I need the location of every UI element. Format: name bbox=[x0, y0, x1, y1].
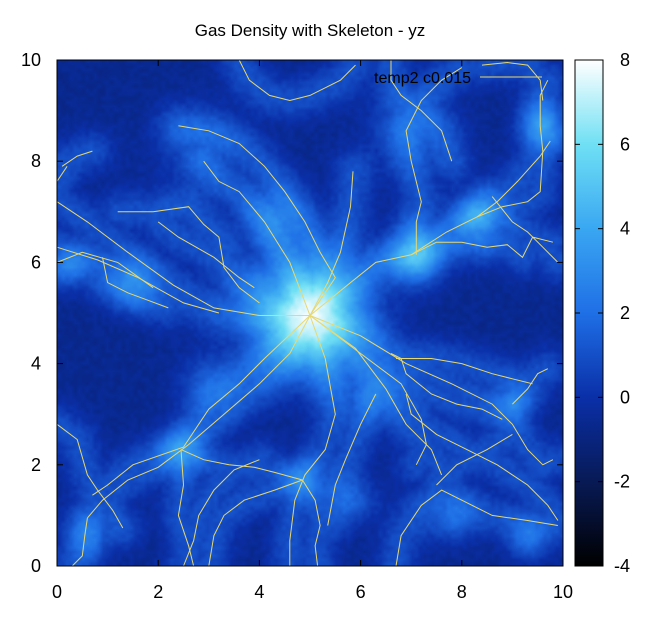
colorbar-tick-label: 4 bbox=[620, 219, 630, 239]
skeleton-filament bbox=[390, 353, 503, 420]
colorbar-tick-label: 2 bbox=[620, 303, 630, 323]
skeleton-filament bbox=[289, 315, 336, 566]
skeleton-filament bbox=[56, 251, 154, 289]
skeleton-filament bbox=[491, 196, 559, 263]
chart-title: Gas Density with Skeleton - yz bbox=[195, 21, 426, 40]
skeleton-filament bbox=[177, 449, 195, 567]
skeleton-filament bbox=[92, 315, 311, 496]
skeleton-filament bbox=[180, 449, 303, 481]
x-tick-label: 0 bbox=[52, 582, 62, 602]
x-tick-label: 4 bbox=[254, 582, 264, 602]
colorbar-tick-label: -2 bbox=[614, 472, 630, 492]
skeleton-filament bbox=[183, 459, 260, 567]
skeleton-series bbox=[56, 59, 559, 567]
skeleton-filament bbox=[309, 171, 354, 316]
skeleton-filament bbox=[396, 358, 533, 385]
legend: temp2 c0.015 bbox=[374, 70, 542, 87]
skeleton-filament bbox=[327, 393, 377, 526]
y-tick-label: 8 bbox=[31, 151, 41, 171]
skeleton-filament bbox=[476, 79, 549, 218]
skeleton-filament bbox=[301, 479, 321, 567]
y-tick-label: 4 bbox=[31, 354, 41, 374]
skeleton-filament bbox=[436, 433, 513, 486]
skeleton-filament bbox=[309, 315, 443, 476]
skeleton-filament bbox=[395, 489, 558, 567]
x-tick-label: 10 bbox=[553, 582, 573, 602]
skeleton-filament bbox=[208, 479, 303, 567]
plot-frame bbox=[56, 59, 564, 567]
colorbar-tick-label: 6 bbox=[620, 134, 630, 154]
skeleton-filament bbox=[71, 517, 88, 567]
skeleton-filament bbox=[61, 150, 93, 167]
colorbar-tick-label: 0 bbox=[620, 387, 630, 407]
heatmap-image bbox=[57, 60, 563, 566]
skeleton-filament bbox=[87, 315, 311, 519]
skeleton-filament bbox=[178, 125, 336, 316]
skeleton-filament bbox=[203, 160, 311, 316]
skeleton-filament bbox=[309, 315, 554, 466]
y-axis: 0 2 4 6 8 10 bbox=[21, 50, 563, 576]
skeleton-filament bbox=[56, 423, 124, 529]
x-tick-label: 8 bbox=[457, 582, 467, 602]
skeleton-filament bbox=[117, 206, 260, 304]
skeleton-filament bbox=[405, 67, 463, 255]
legend-label: temp2 c0.015 bbox=[374, 70, 471, 87]
y-tick-label: 2 bbox=[31, 455, 41, 475]
skeleton-filament bbox=[309, 140, 551, 316]
y-tick-label: 0 bbox=[31, 556, 41, 576]
y-tick-label: 10 bbox=[21, 50, 41, 70]
skeleton-filament bbox=[405, 393, 559, 521]
skeleton-filament bbox=[309, 315, 427, 466]
colorbar-tick-label: -4 bbox=[614, 556, 630, 576]
skeleton-filament bbox=[56, 201, 310, 316]
colorbar-axis: -4 -2 0 2 4 6 8 bbox=[575, 50, 630, 576]
x-tick-label: 6 bbox=[356, 582, 366, 602]
y-tick-label: 6 bbox=[31, 252, 41, 272]
skeleton-filament bbox=[481, 61, 544, 101]
skeleton-filament bbox=[56, 246, 220, 314]
skeleton-filament bbox=[157, 221, 255, 289]
skeleton-filament bbox=[512, 368, 549, 405]
x-axis: 0 2 4 6 8 10 bbox=[52, 60, 573, 602]
skeleton-filament bbox=[238, 59, 356, 102]
skeleton-filament bbox=[390, 60, 453, 162]
density-heatmap bbox=[57, 60, 563, 566]
x-tick-label: 2 bbox=[153, 582, 163, 602]
colorbar-tick-label: 8 bbox=[620, 50, 630, 70]
skeleton-filament bbox=[56, 166, 68, 182]
skeleton-filament bbox=[410, 236, 554, 259]
skeleton-filament bbox=[102, 257, 169, 309]
